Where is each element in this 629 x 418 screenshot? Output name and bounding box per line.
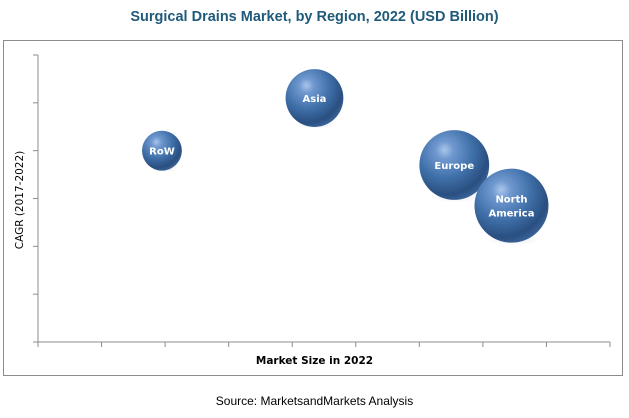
chart-frame: [3, 40, 623, 376]
bubble-mark: [142, 130, 182, 171]
bubble-north-america: North America: [474, 168, 549, 247]
chart-title: Surgical Drains Market, by Region, 2022 …: [130, 9, 499, 25]
y-axis-label: CAGR (2017-2022): [14, 150, 26, 250]
bubble-row: RoW: [142, 130, 182, 173]
bubble-label: America: [488, 209, 534, 220]
bubble-europe: Europe: [419, 130, 490, 204]
bubble-mark: [285, 69, 344, 127]
bubble-mark: [419, 130, 490, 200]
bubble-label: North: [495, 195, 527, 206]
bubble-label: Asia: [303, 94, 327, 105]
axes: [33, 54, 611, 347]
x-axis-label: Market Size in 2022: [255, 355, 374, 367]
bubble-label: RoW: [149, 147, 175, 158]
bubble-mark: [474, 168, 549, 243]
source-note: Source: MarketsandMarkets Analysis: [215, 394, 414, 408]
bubble-asia: Asia: [285, 69, 344, 130]
bubble-label: Europe: [434, 161, 474, 172]
bubbles: RoW Asia Europe North America: [142, 69, 549, 247]
